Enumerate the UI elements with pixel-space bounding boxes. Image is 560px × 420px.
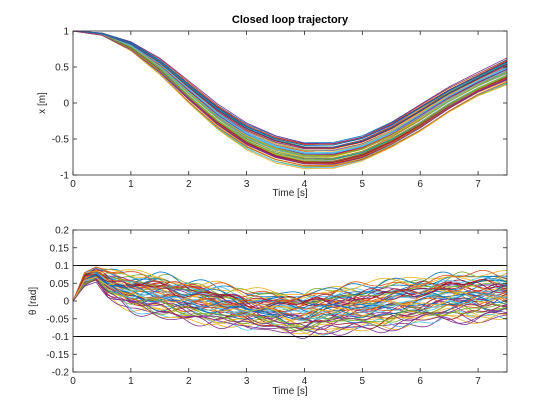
top-plot-xtick-label: 0 [70, 179, 76, 190]
top-plot-ylabel: x [m] [37, 92, 48, 114]
bottom-plot-ytick-label: 0.15 [50, 243, 70, 254]
top-plot-series-line [72, 30, 508, 146]
top-plot-series-line [72, 30, 508, 170]
top-plot-ytick-label: 0 [63, 99, 69, 110]
bottom-plot-series-line [72, 276, 507, 321]
top-plot-xtick-label: 7 [475, 179, 481, 190]
bottom-plot-ytick-label: -0.15 [46, 350, 69, 361]
top-plot-xtick-label: 1 [128, 179, 134, 190]
bottom-plot-ticks: 0 1 2 3 4 5 6 7 -0.2 -0.15 -0.1 -0.05 0 0.05 0.1 0.15 0.… [46, 226, 507, 387]
bottom-plot-ytick-label: 0.05 [50, 279, 70, 290]
top-plot-xtick-label: 5 [360, 179, 366, 190]
bottom-plot-xtick-label: 1 [128, 376, 134, 387]
bottom-plot-xtick-label: 0 [70, 376, 76, 387]
bottom-plot-series-line [72, 266, 508, 302]
top-plot-title: Closed loop trajectory [232, 14, 349, 26]
bottom-plot-series-line [72, 269, 507, 302]
bottom-plot-series-line [72, 278, 508, 336]
bottom-plot-series-group [72, 266, 508, 339]
top-plot-ytick-label: -1 [60, 171, 69, 182]
top-plot-xtick-label: 2 [186, 179, 192, 190]
bottom-plot-ylabel: θ [rad] [28, 287, 39, 316]
top-plot-ytick-label: -0.5 [52, 135, 70, 146]
bottom-plot-series-line [72, 274, 508, 323]
top-plot-series-line [72, 30, 508, 154]
top-plot-xtick-label: 6 [417, 179, 423, 190]
top-plot-ytick-label: 0.5 [55, 63, 69, 74]
top-plot-series-line [72, 30, 508, 155]
top-plot: Closed loop trajectory 0 1 2 3 4 5 6 7 -1 -0.5 0 0.… [37, 14, 508, 199]
top-plot-xlabel: Time [s] [272, 188, 307, 199]
top-plot-series-group [72, 30, 508, 170]
bottom-plot-xtick-label: 4 [302, 376, 308, 387]
top-plot-series-line [72, 30, 508, 161]
bottom-plot-ytick-label: -0.1 [52, 332, 70, 343]
bottom-plot-series-line [72, 274, 508, 310]
bottom-plot-ytick-label: 0.2 [55, 226, 69, 237]
top-plot-xtick-label: 4 [302, 179, 308, 190]
bottom-plot-series-line [72, 272, 508, 321]
bottom-plot-xtick-label: 3 [244, 376, 250, 387]
top-plot-series-line [72, 30, 508, 144]
top-plot-ytick-label: 1 [63, 27, 69, 38]
bottom-plot-series-line [72, 271, 508, 316]
bottom-plot-xtick-label: 7 [475, 376, 481, 387]
bottom-plot-series-line [72, 271, 508, 312]
top-plot-series-line [72, 30, 508, 157]
bottom-plot: 0 1 2 3 4 5 6 7 -0.2 -0.15 -0.1 -0.05 0 0.05 0.1 0.15 0.… [28, 226, 508, 397]
bottom-plot-ytick-label: -0.05 [46, 314, 69, 325]
bottom-plot-ytick-label: 0.1 [55, 261, 69, 272]
top-plot-xtick-label: 3 [244, 179, 250, 190]
bottom-plot-series-line [72, 270, 508, 310]
top-plot-series-line [72, 30, 508, 161]
bottom-plot-series-line [72, 277, 508, 331]
bottom-plot-series-line [72, 276, 508, 330]
bottom-plot-limit-lines [73, 265, 507, 337]
top-plot-ticks: 0 1 2 3 4 5 6 7 -1 -0.5 0 0.5 1 [52, 27, 507, 190]
bottom-plot-xtick-label: 6 [417, 376, 423, 387]
top-plot-series-line [72, 30, 508, 148]
bottom-plot-xlabel: Time [s] [272, 386, 307, 397]
bottom-plot-series-line [72, 274, 508, 320]
bottom-plot-series-line [72, 276, 508, 320]
bottom-plot-ytick-label: -0.2 [52, 368, 70, 379]
bottom-plot-xtick-label: 2 [186, 376, 192, 387]
bottom-plot-series-line [72, 278, 507, 339]
bottom-plot-series-line [72, 272, 508, 313]
top-plot-series-line [72, 30, 508, 165]
bottom-plot-xtick-label: 5 [360, 376, 366, 387]
bottom-plot-ytick-label: 0 [63, 297, 69, 308]
